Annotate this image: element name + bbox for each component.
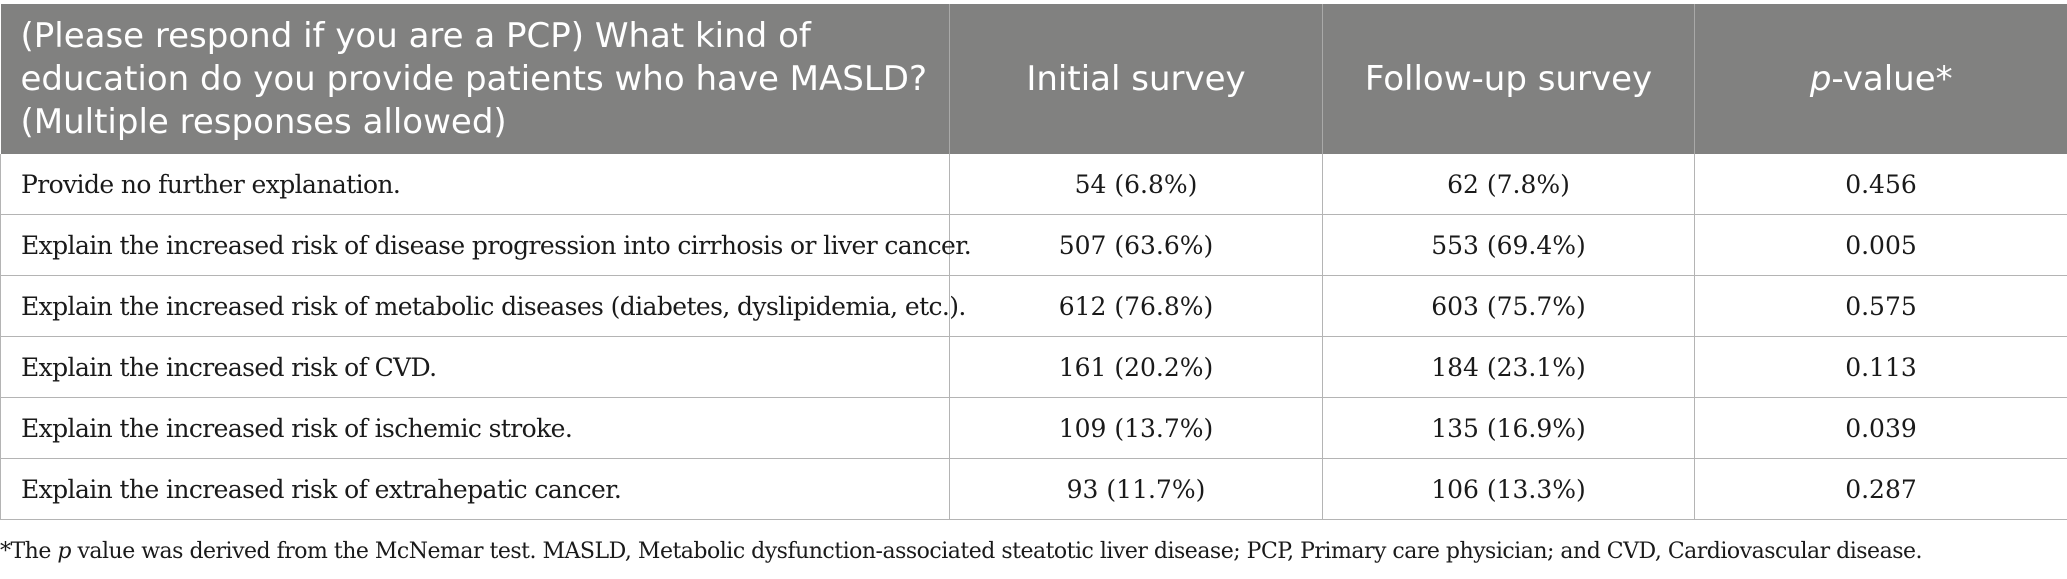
header-followup-survey: Follow-up survey: [1322, 4, 1695, 154]
row-label: Explain the increased risk of CVD.: [0, 336, 950, 398]
table-row: Explain the increased risk of CVD. 161 (…: [0, 336, 2067, 398]
row-label: Explain the increased risk of extrahepat…: [0, 458, 950, 520]
row-label: Provide no further explanation.: [0, 154, 950, 215]
row-p-value: 0.456: [1694, 154, 2067, 215]
table-header-row: (Please respond if you are a PCP) What k…: [0, 4, 2067, 154]
header-p-italic: p: [1809, 58, 1832, 99]
row-p-value: 0.113: [1694, 336, 2067, 398]
row-label: Explain the increased risk of ischemic s…: [0, 397, 950, 459]
footnote-p-italic: p: [57, 539, 71, 564]
row-p-value: 0.575: [1694, 275, 2067, 337]
row-initial: 161 (20.2%): [949, 336, 1323, 398]
row-initial: 54 (6.8%): [949, 154, 1323, 215]
table-footnote: *The p value was derived from the McNema…: [0, 539, 1923, 564]
row-initial: 612 (76.8%): [949, 275, 1323, 337]
row-followup: 184 (23.1%): [1322, 336, 1695, 398]
header-initial-survey: Initial survey: [949, 4, 1323, 154]
header-p-rest: -value*: [1831, 58, 1953, 99]
header-p-value: p-value*: [1694, 4, 2067, 154]
survey-results-table: (Please respond if you are a PCP) What k…: [0, 4, 2067, 520]
row-initial: 109 (13.7%): [949, 397, 1323, 459]
footnote-prefix: *The: [0, 539, 58, 564]
survey-table-container: (Please respond if you are a PCP) What k…: [0, 4, 2067, 520]
footnote-text: value was derived from the McNemar test.…: [70, 539, 1922, 564]
row-followup: 553 (69.4%): [1322, 214, 1695, 276]
table-row: Explain the increased risk of extrahepat…: [0, 458, 2067, 520]
table-row: Provide no further explanation. 54 (6.8%…: [0, 154, 2067, 215]
table-row: Explain the increased risk of ischemic s…: [0, 397, 2067, 459]
row-initial: 507 (63.6%): [949, 214, 1323, 276]
row-followup: 603 (75.7%): [1322, 275, 1695, 337]
row-followup: 62 (7.8%): [1322, 154, 1695, 215]
row-label: Explain the increased risk of metabolic …: [0, 275, 966, 337]
row-label: Explain the increased risk of disease pr…: [0, 214, 972, 276]
row-p-value: 0.039: [1694, 397, 2067, 459]
row-followup: 135 (16.9%): [1322, 397, 1695, 459]
table-row: Explain the increased risk of disease pr…: [0, 214, 2067, 276]
table-row: Explain the increased risk of metabolic …: [0, 275, 2067, 337]
row-p-value: 0.287: [1694, 458, 2067, 520]
row-p-value: 0.005: [1694, 214, 2067, 276]
row-followup: 106 (13.3%): [1322, 458, 1695, 520]
row-initial: 93 (11.7%): [949, 458, 1323, 520]
header-question: (Please respond if you are a PCP) What k…: [0, 4, 950, 154]
